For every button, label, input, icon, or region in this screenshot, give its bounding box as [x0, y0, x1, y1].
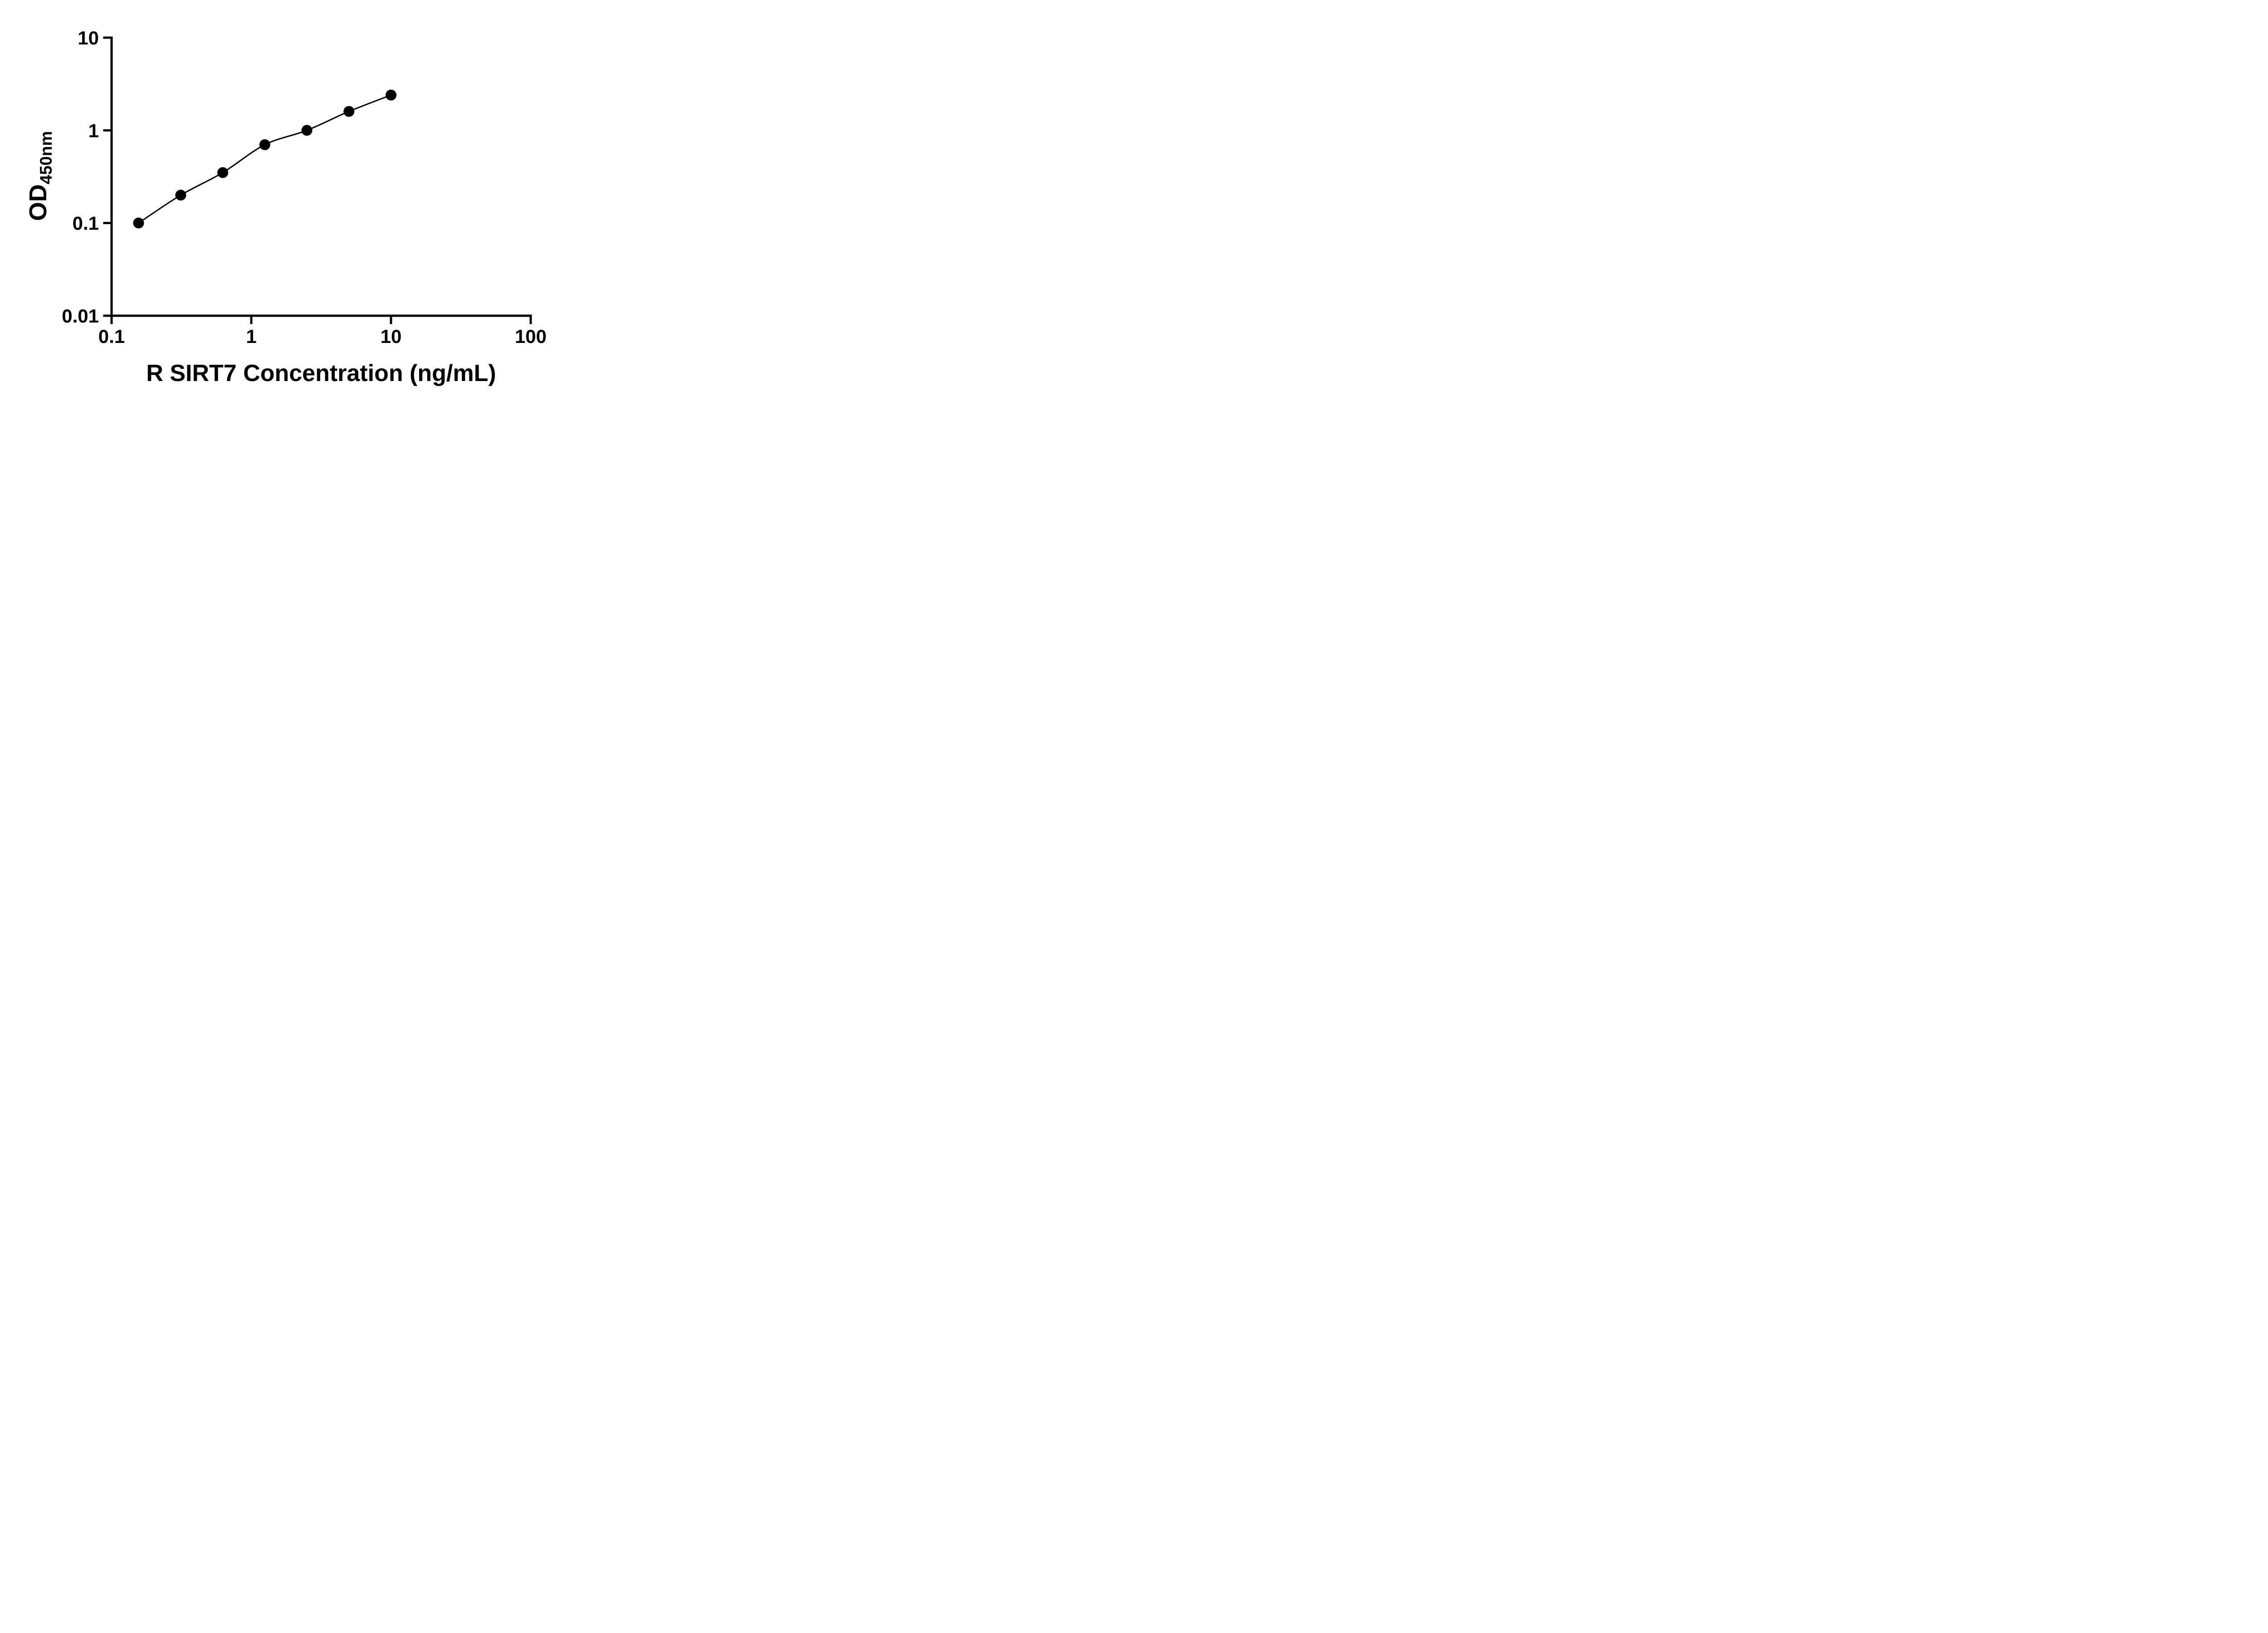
x-axis-tick-label: 100: [515, 326, 547, 347]
data-point: [133, 217, 144, 229]
y-axis-tick-label: 1: [88, 120, 99, 141]
x-axis-tick-label: 10: [381, 326, 402, 347]
data-point: [175, 190, 186, 201]
data-point: [217, 167, 229, 178]
x-axis-title: R SIRT7 Concentration (ng/mL): [146, 360, 496, 386]
y-axis-tick-label: 0.1: [73, 213, 99, 234]
y-axis-title: OD450nm: [24, 131, 56, 221]
y-axis-tick-label: 10: [78, 27, 99, 49]
y-axis-title-main: OD: [24, 184, 52, 221]
data-point: [343, 106, 355, 117]
x-axis-tick-label: 0.1: [98, 326, 125, 347]
data-point: [259, 139, 270, 150]
y-axis-tick-label: 0.01: [62, 305, 99, 327]
x-axis-tick-label: 1: [246, 326, 256, 347]
data-point: [386, 89, 396, 101]
elisa-standard-curve-figure: 0.1 1 10 100 0.01 0.1 1 10 OD450nm R SIRT7 Conc…: [0, 0, 583, 408]
data-point: [301, 125, 313, 136]
y-axis-title-subscript: 450nm: [36, 131, 55, 185]
